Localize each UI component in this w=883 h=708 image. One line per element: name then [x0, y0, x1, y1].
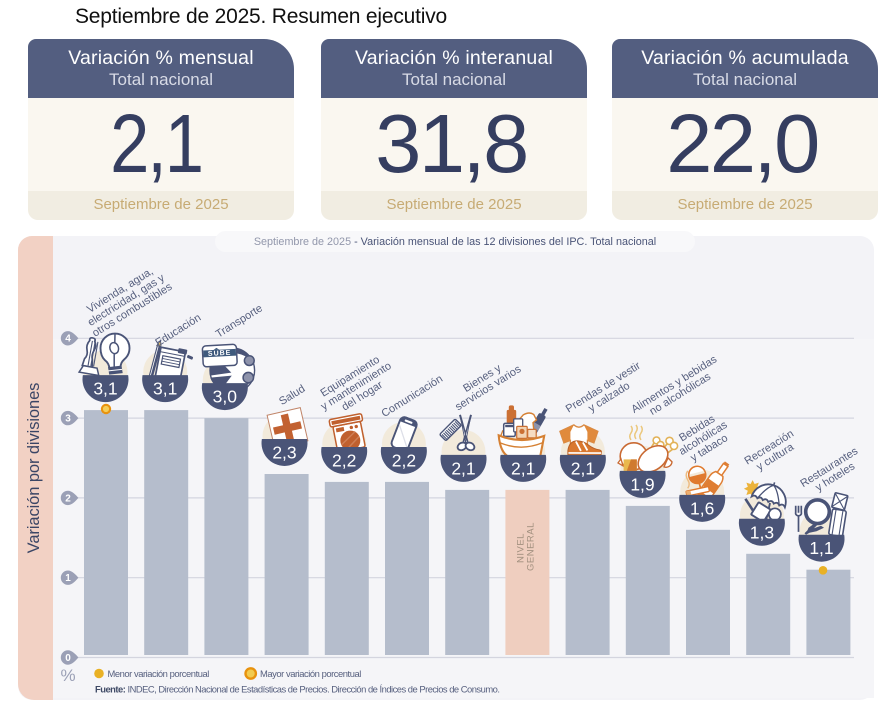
svg-text:2,1: 2,1 [571, 458, 595, 478]
svg-text:Menor variación porcentual: Menor variación porcentual [108, 668, 210, 679]
svg-text:Vivienda, agua,electricidad, g: Vivienda, agua,electricidad, gas yotros … [78, 261, 175, 340]
svg-text:1,9: 1,9 [630, 474, 654, 494]
svg-text:2,3: 2,3 [272, 443, 296, 463]
svg-text:%: % [60, 666, 75, 685]
svg-text:2,2: 2,2 [332, 450, 356, 470]
svg-text:Fuente: INDEC, Dirección Nacio: Fuente: INDEC, Dirección Nacional de Est… [95, 684, 499, 695]
svg-text:3: 3 [65, 414, 71, 425]
svg-text:NIVELGENERAL: NIVELGENERAL [516, 522, 537, 571]
svg-text:4: 4 [65, 334, 71, 345]
svg-text:3,0: 3,0 [213, 387, 238, 407]
svg-text:1,1: 1,1 [809, 538, 833, 558]
svg-text:Mayor variación porcentual: Mayor variación porcentual [260, 668, 361, 679]
svg-text:1,3: 1,3 [750, 522, 774, 542]
svg-text:0: 0 [65, 653, 71, 664]
svg-text:1: 1 [65, 573, 71, 584]
svg-text:3,1: 3,1 [153, 379, 177, 399]
svg-text:SUBE: SUBE [208, 350, 232, 358]
svg-text:2,1: 2,1 [511, 458, 535, 478]
svg-text:2,2: 2,2 [392, 450, 416, 470]
svg-text:1,6: 1,6 [690, 498, 714, 518]
svg-text:3,1: 3,1 [93, 379, 117, 399]
svg-text:Transporte: Transporte [214, 302, 265, 340]
svg-text:2,1: 2,1 [451, 458, 475, 478]
svg-text:2: 2 [65, 493, 71, 504]
